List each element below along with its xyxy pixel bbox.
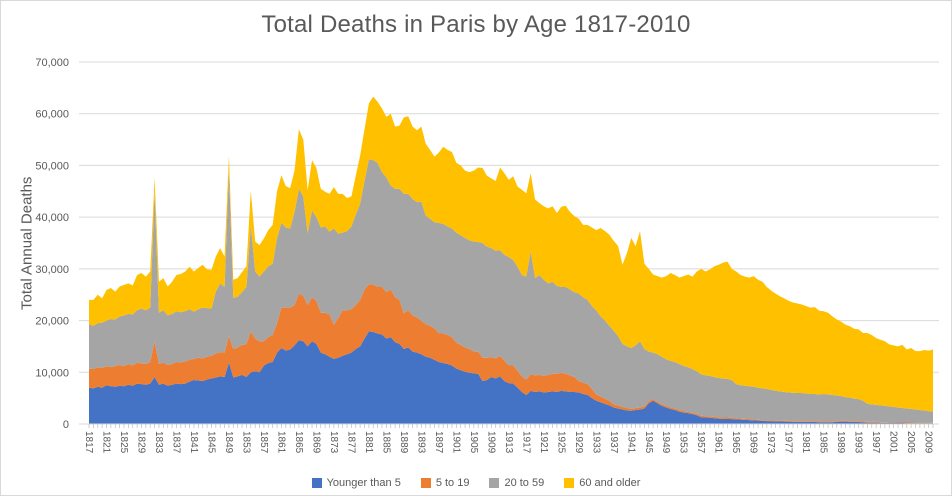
- area-younger-than-5: [89, 331, 933, 424]
- x-tick-label: 1917: [520, 431, 531, 454]
- x-tick-label: 1913: [503, 431, 514, 454]
- x-tick-label: 1901: [450, 431, 461, 454]
- x-tick-label: 1937: [608, 431, 619, 454]
- chart-title: Total Deaths in Paris by Age 1817-2010: [261, 11, 691, 38]
- area-5-to-19: [89, 284, 933, 424]
- x-tick-label: 1833: [153, 431, 164, 454]
- x-tick-label: 1961: [713, 431, 724, 454]
- x-tick-label: 1957: [695, 431, 706, 454]
- y-tick-label: 20,000: [35, 316, 69, 328]
- x-tick-label: 1857: [258, 431, 269, 454]
- x-tick-label: 1965: [730, 431, 741, 454]
- x-tick-label: 1873: [328, 431, 339, 454]
- x-tick-label: 1821: [100, 431, 111, 454]
- legend-item-60-and-older: 60 and older: [564, 477, 640, 489]
- x-tick-label: 1817: [83, 431, 94, 454]
- x-tick-label: 1909: [485, 431, 496, 454]
- x-tick-label: 1869: [310, 431, 321, 454]
- x-tick-label: 1885: [380, 431, 391, 454]
- legend-swatch: [311, 478, 322, 488]
- legend-item-5-to-19: 5 to 19: [420, 477, 470, 489]
- x-tick-label: 1925: [555, 431, 566, 454]
- x-tick-label: 2001: [888, 431, 899, 454]
- area-20-to-59: [89, 159, 933, 423]
- y-tick-label: 50,000: [35, 160, 69, 172]
- x-tick-label: 1941: [625, 431, 636, 454]
- legend-label: 20 to 59: [504, 477, 545, 489]
- area-60-and-older: [89, 96, 933, 412]
- x-tick-label: 1985: [818, 431, 829, 454]
- legend: Younger than 5 5 to 19 20 to 59 60 and olde…: [1, 477, 951, 489]
- x-tick-label: 1837: [170, 431, 181, 454]
- x-tick-label: 2009: [923, 431, 934, 454]
- y-tick-label: 0: [63, 419, 69, 431]
- y-tick-label: 70,000: [35, 57, 69, 69]
- y-tick-label: 60,000: [35, 109, 69, 121]
- x-tick-label: 2005: [905, 431, 916, 454]
- x-tick-label: 1853: [240, 431, 251, 454]
- x-tick-label: 1989: [835, 431, 846, 454]
- x-tick-label: 1845: [205, 431, 216, 454]
- x-tick-label: 1981: [800, 431, 811, 454]
- legend-label: 60 and older: [579, 477, 641, 489]
- x-tick-label: 1829: [135, 431, 146, 454]
- x-tick-label: 1881: [363, 431, 374, 454]
- x-tick-label: 1993: [853, 431, 864, 454]
- x-tick-label: 1997: [870, 431, 881, 454]
- x-tick-label: 1889: [398, 431, 409, 454]
- x-tick-label: 1969: [748, 431, 759, 454]
- y-tick-label: 30,000: [35, 264, 69, 276]
- x-tick-label: 1945: [643, 431, 654, 454]
- x-tick-label: 1825: [118, 431, 129, 454]
- legend-label: Younger than 5: [326, 477, 401, 489]
- legend-label: 5 to 19: [435, 477, 470, 489]
- legend-swatch: [420, 478, 431, 488]
- x-tick-label: 1921: [538, 431, 549, 454]
- legend-item-younger-than-5: Younger than 5: [311, 477, 401, 489]
- x-tick-label: 1861: [275, 431, 286, 454]
- legend-item-20-to-59: 20 to 59: [489, 477, 544, 489]
- y-tick-label: 40,000: [35, 212, 69, 224]
- x-tick-label: 1905: [468, 431, 479, 454]
- legend-swatch: [564, 478, 575, 488]
- x-tick-label: 1841: [188, 431, 199, 454]
- y-tick-label: 10,000: [35, 367, 69, 379]
- x-tick-label: 1877: [345, 431, 356, 454]
- x-tick-label: 1949: [660, 431, 671, 454]
- x-tick-label: 1973: [765, 431, 776, 454]
- x-tick-label: 1953: [678, 431, 689, 454]
- x-tick-label: 1893: [415, 431, 426, 454]
- x-tick-label: 1977: [783, 431, 794, 454]
- x-tick-label: 1933: [590, 431, 601, 454]
- x-tick-label: 1849: [223, 431, 234, 454]
- x-tick-label: 1865: [293, 431, 304, 454]
- x-tick-label: 1897: [433, 431, 444, 454]
- legend-swatch: [489, 478, 500, 488]
- x-tick-label: 1929: [573, 431, 584, 454]
